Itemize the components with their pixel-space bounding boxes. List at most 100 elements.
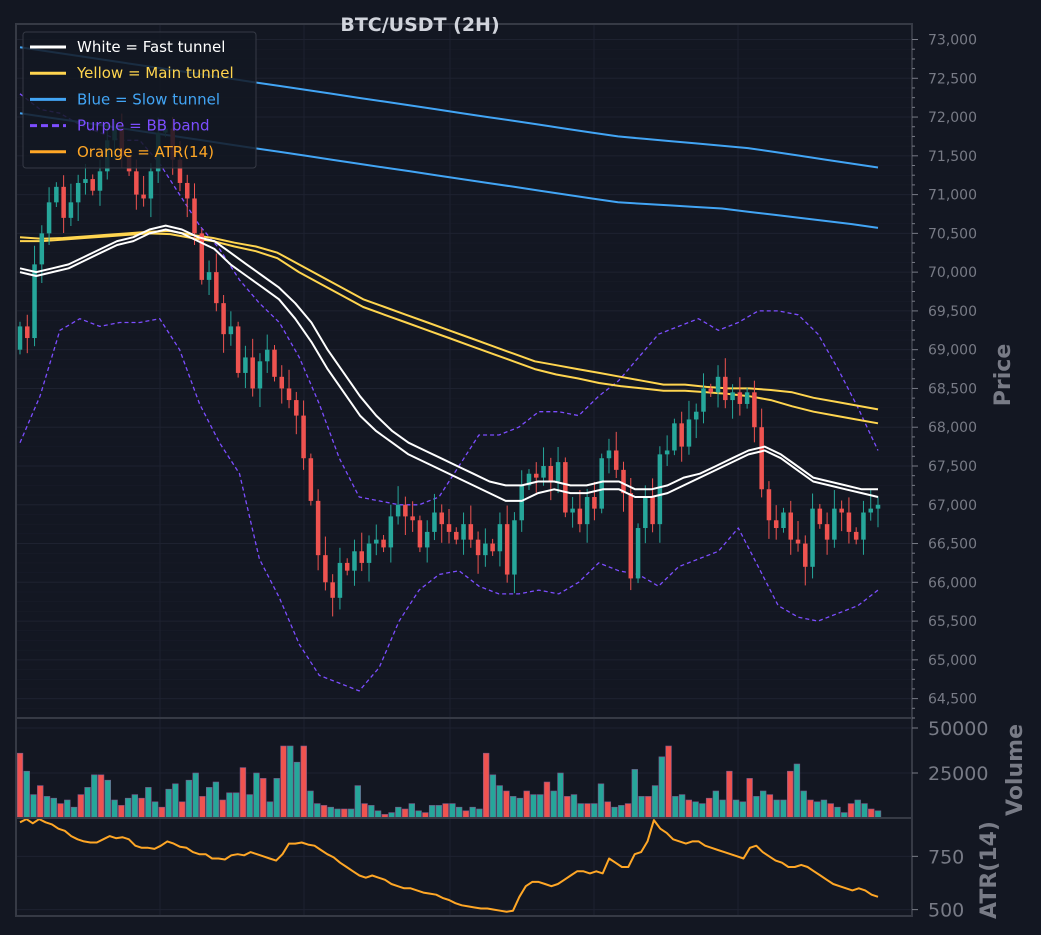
price-tick-label: 68,500 xyxy=(928,381,977,397)
candle-body xyxy=(439,512,444,525)
candle-body xyxy=(97,171,103,191)
candle-body xyxy=(752,392,757,428)
volume-bar xyxy=(401,808,409,819)
candle-body xyxy=(403,504,408,517)
candle-body xyxy=(868,508,873,513)
candle-body xyxy=(744,392,750,404)
volume-bar xyxy=(97,774,105,819)
volume-bar xyxy=(408,803,416,819)
volume-bar xyxy=(868,808,875,819)
volume-bar xyxy=(233,792,240,819)
candle-body xyxy=(337,562,343,598)
volume-bar xyxy=(415,810,422,819)
volume-bar xyxy=(104,779,111,819)
price-tick-label: 72,500 xyxy=(928,71,977,87)
volume-bar xyxy=(699,803,706,819)
candle-body xyxy=(286,388,292,401)
volume-bar xyxy=(354,785,361,819)
candle-body xyxy=(141,194,146,199)
candle-body xyxy=(534,473,539,478)
volume-bar xyxy=(16,752,24,819)
candle-body xyxy=(68,202,74,218)
volume-bar xyxy=(158,806,166,819)
legend: White = Fast tunnel Yellow = Main tunnel B… xyxy=(22,31,257,169)
volume-bar xyxy=(773,799,780,819)
volume-bar xyxy=(618,805,625,819)
candle-body xyxy=(861,512,866,540)
fast-tunnel-lower-line xyxy=(19,228,879,502)
price-tick-label: 70,000 xyxy=(928,265,977,281)
candle-body xyxy=(25,326,30,339)
volume-bar xyxy=(37,785,44,819)
candle-body xyxy=(75,182,81,203)
atr-panel xyxy=(19,818,879,913)
price-tick-label: 67,000 xyxy=(928,498,977,514)
volume-bar xyxy=(212,781,220,819)
volume-bar xyxy=(57,803,64,819)
volume-bar xyxy=(591,803,598,819)
volume-bar xyxy=(692,801,699,819)
volume-bar xyxy=(226,792,233,819)
candle-body xyxy=(803,543,808,567)
legend-label: Yellow = Main tunnel xyxy=(76,64,234,82)
legend-label: Purple = BB band xyxy=(77,117,210,135)
volume-bar xyxy=(543,781,551,819)
volume-bar xyxy=(205,787,213,819)
volume-bar xyxy=(178,801,186,819)
volume-bar xyxy=(496,785,503,819)
volume-bar xyxy=(482,752,490,819)
candle-body xyxy=(672,423,677,451)
volume-bar xyxy=(800,790,807,819)
volume-bar xyxy=(118,805,125,819)
volume-bar xyxy=(678,794,686,819)
volume-bar xyxy=(814,801,821,819)
volume-bar xyxy=(847,803,855,819)
candle-body xyxy=(563,462,568,513)
price-axis-label: Price xyxy=(991,344,1016,406)
candle-body xyxy=(32,264,37,339)
candle-body xyxy=(853,531,859,540)
volume-bar xyxy=(91,774,98,819)
candle-body xyxy=(512,520,517,575)
candle-body xyxy=(54,186,59,203)
volume-bar xyxy=(537,794,544,819)
candle-body xyxy=(83,179,88,183)
candle-body xyxy=(366,543,372,563)
candle-body xyxy=(570,508,575,513)
candle-body xyxy=(475,539,481,556)
volume-bar xyxy=(260,778,267,819)
volume-bar xyxy=(138,797,145,819)
volume-bar xyxy=(347,808,355,819)
volume-bar xyxy=(219,799,226,819)
atr-panel-frame xyxy=(15,817,913,917)
axes: 64,500 65,000 65,500 66,000 66,500 67,000 67,5… xyxy=(912,33,988,922)
volume-bar xyxy=(820,799,828,819)
volume-bar xyxy=(23,770,30,819)
volume-bar xyxy=(759,790,767,819)
volume-bar xyxy=(604,801,611,819)
volume-bar xyxy=(489,774,497,819)
volume-bar xyxy=(77,794,84,819)
candle-body xyxy=(497,524,503,552)
candle-body xyxy=(664,450,670,455)
volume-bar xyxy=(124,797,132,819)
volume-tick-label: 50000 xyxy=(928,718,988,740)
volume-bar xyxy=(320,805,328,819)
main-tunnel-layer xyxy=(19,230,879,425)
main-tunnel-upper-line xyxy=(19,230,879,411)
candle-body xyxy=(584,497,590,525)
volume-bar xyxy=(665,745,672,819)
volume-bar xyxy=(827,803,834,819)
volume-bar xyxy=(145,787,152,819)
candle-body xyxy=(214,272,219,304)
volume-bar xyxy=(30,794,37,819)
volume-bar xyxy=(732,799,740,819)
candle-body xyxy=(519,485,524,521)
volume-bar xyxy=(611,806,618,819)
candle-body xyxy=(250,357,255,389)
price-tick-label: 73,000 xyxy=(928,33,977,49)
legend-label: Blue = Slow tunnel xyxy=(77,90,220,108)
candle-body xyxy=(548,465,554,482)
candle-body xyxy=(206,272,212,280)
candle-body xyxy=(352,551,357,571)
